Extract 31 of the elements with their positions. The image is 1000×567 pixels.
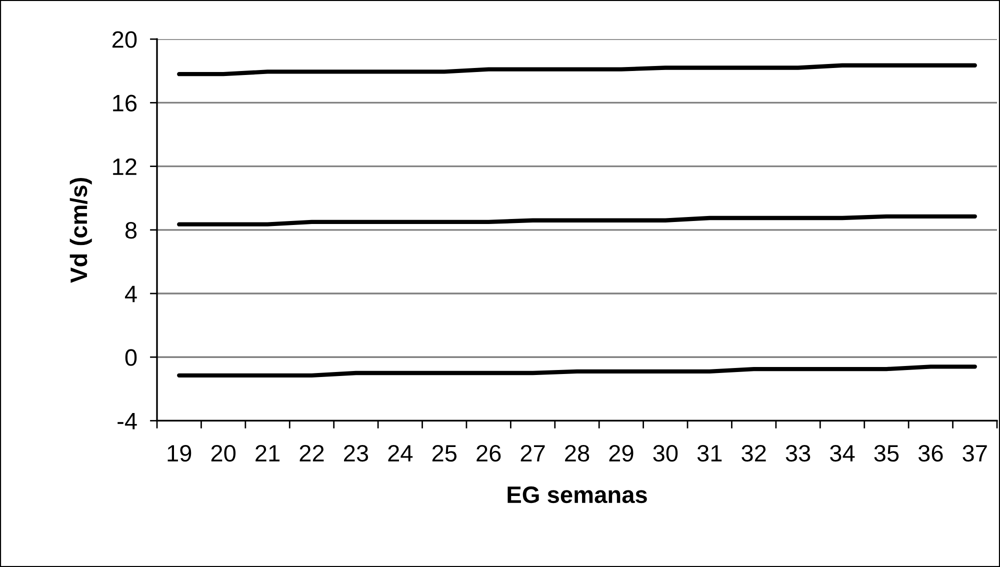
- x-axis-title: EG semanas: [508, 486, 647, 504]
- x-tick-label: 27: [520, 444, 545, 462]
- line-series: [177, 214, 977, 226]
- x-tick-label: 26: [476, 444, 501, 462]
- x-tick-label: 24: [388, 444, 413, 462]
- x-tick-label: 19: [168, 444, 192, 462]
- y-tick-label: 0: [125, 349, 137, 366]
- x-tick-label: 29: [609, 444, 634, 462]
- y-tick-label: 16: [113, 94, 137, 112]
- y-tick-label: 20: [112, 31, 137, 48]
- x-tick-label: 33: [786, 444, 810, 462]
- y-tick-label: 12: [113, 158, 136, 175]
- y-tick-label: -4: [118, 413, 137, 430]
- x-tick-label: 37: [962, 444, 987, 462]
- x-tick-label: 35: [874, 444, 899, 462]
- x-tick-label: 31: [697, 444, 722, 462]
- x-tick-label: 21: [256, 444, 280, 462]
- x-tick-label: 30: [653, 444, 678, 462]
- x-tick-label: 25: [432, 444, 457, 462]
- y-tick-label: 4: [124, 286, 137, 302]
- y-tick-label: 8: [125, 222, 137, 239]
- x-tick-label: 23: [344, 444, 368, 462]
- x-tick-label: 20: [211, 444, 236, 462]
- line-series: [177, 364, 977, 378]
- x-tick-label: 28: [565, 444, 590, 462]
- x-tick-label: 22: [300, 444, 324, 462]
- y-axis-title: Vd (cm/s): [70, 178, 92, 283]
- line-series: [177, 63, 977, 76]
- x-tick-label: 34: [830, 444, 855, 462]
- x-tick-label: 32: [742, 444, 766, 462]
- x-tick-label: 36: [918, 444, 943, 462]
